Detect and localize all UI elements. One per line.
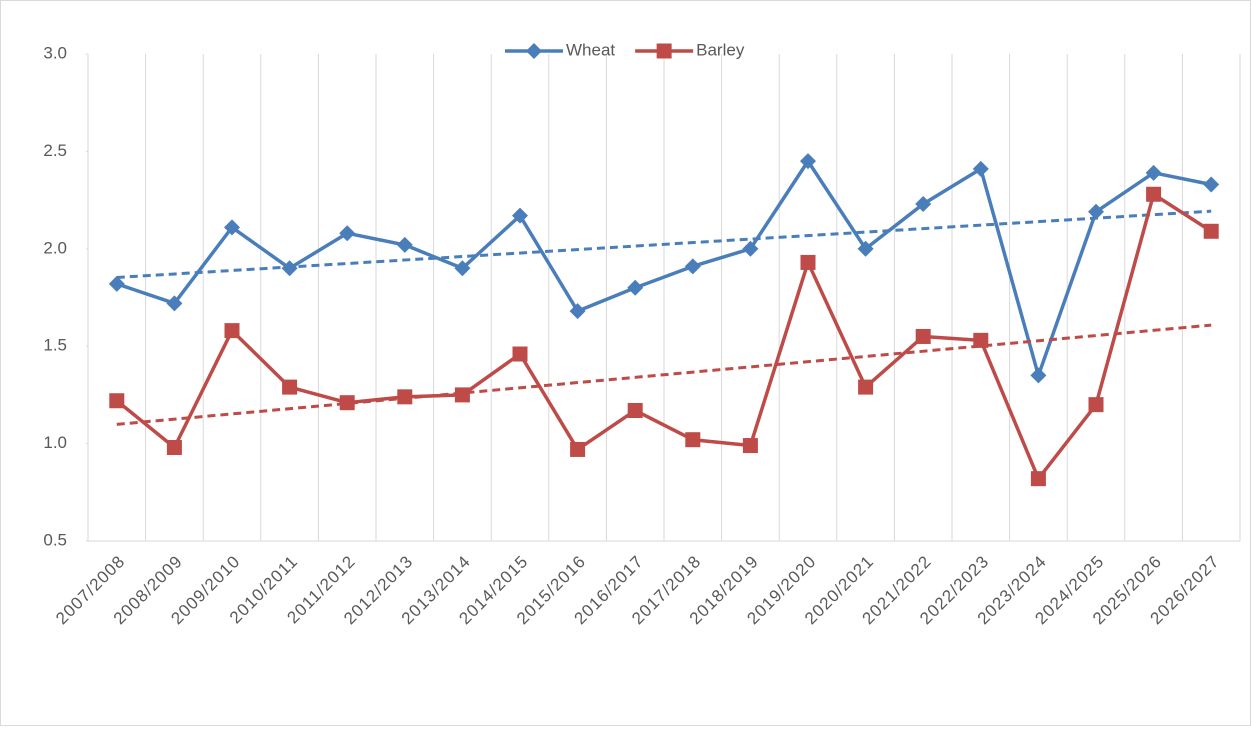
data-point	[454, 387, 470, 403]
data-point	[166, 295, 183, 312]
data-point	[1088, 203, 1104, 220]
trendline	[116, 323, 1212, 426]
data-point	[1030, 367, 1047, 384]
data-point	[282, 379, 298, 395]
data-point	[1146, 186, 1162, 202]
data-point	[224, 323, 240, 339]
data-point	[396, 236, 413, 253]
legend-marker	[656, 43, 672, 59]
data-point	[512, 346, 528, 362]
y-tick-label: 0.5	[43, 530, 67, 549]
data-point	[281, 260, 298, 277]
data-point	[397, 389, 413, 405]
trendline	[116, 209, 1212, 279]
data-point	[570, 441, 586, 457]
data-point	[454, 260, 471, 277]
data-point	[627, 279, 644, 296]
y-tick-label: 2.0	[43, 238, 67, 257]
data-point	[109, 393, 125, 409]
data-point	[627, 402, 643, 418]
data-point	[1203, 223, 1219, 239]
data-point	[685, 432, 701, 448]
data-point	[742, 438, 758, 454]
data-point	[512, 207, 528, 224]
data-point	[1145, 164, 1162, 181]
data-point	[973, 332, 989, 348]
data-point	[915, 195, 932, 212]
data-point	[915, 328, 931, 344]
data-point	[224, 219, 240, 236]
data-point	[684, 258, 701, 275]
data-point	[339, 225, 356, 242]
data-point	[800, 153, 816, 170]
y-tick-label: 2.5	[43, 141, 67, 160]
data-point	[166, 439, 182, 455]
legend-label: Barley	[696, 40, 745, 59]
data-point	[800, 254, 816, 270]
legend-marker	[526, 43, 542, 59]
data-point	[1203, 176, 1220, 193]
y-tick-label: 1.5	[43, 336, 67, 355]
data-point	[569, 303, 586, 320]
data-point	[857, 240, 874, 257]
data-point	[858, 379, 874, 395]
y-tick-label: 1.0	[43, 433, 67, 452]
data-point	[742, 240, 759, 257]
y-tick-label: 3.0	[43, 43, 67, 62]
data-point	[339, 395, 355, 411]
series-line	[115, 192, 1213, 481]
data-point	[1030, 471, 1046, 487]
data-point	[972, 160, 989, 177]
data-point	[1088, 397, 1104, 413]
legend-label: Wheat	[566, 40, 615, 59]
data-point	[108, 275, 125, 292]
